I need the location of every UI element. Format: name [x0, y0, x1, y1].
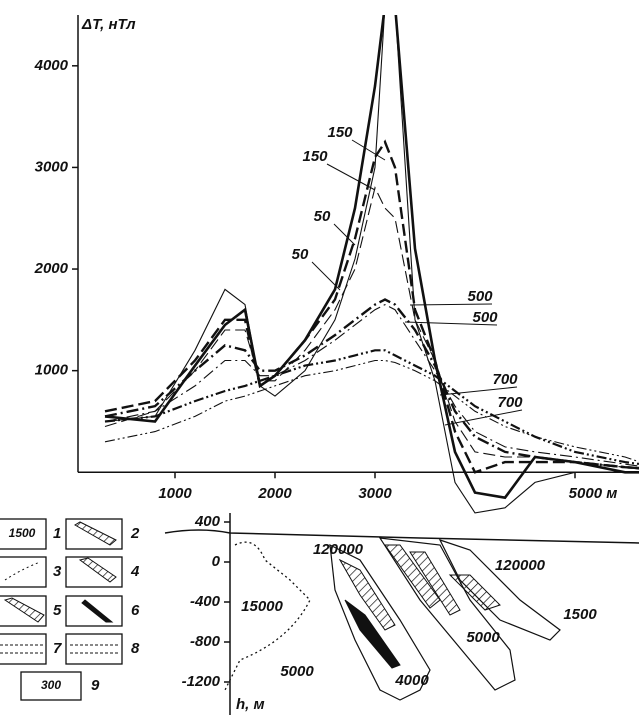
legend-number: 3	[53, 563, 62, 580]
section-label: 120000	[495, 557, 546, 574]
legend-box	[0, 556, 47, 588]
legend-box	[20, 671, 82, 701]
section-label: 1500	[563, 606, 597, 623]
curve	[104, 349, 639, 466]
x-tick-label: 3000	[358, 485, 392, 502]
legend-number: 5	[53, 602, 62, 619]
section-label: 15000	[241, 598, 283, 615]
leader-line	[333, 223, 356, 246]
y-tick-label: 400	[194, 513, 221, 530]
curves	[104, 15, 639, 514]
y-tick-label: 2000	[34, 260, 69, 277]
leader-line	[439, 386, 518, 396]
legend-box	[0, 518, 47, 550]
legend-number: 2	[130, 525, 140, 542]
y-tick-label: -1200	[182, 673, 221, 690]
legend-box	[0, 633, 47, 665]
legend-swatch	[0, 644, 118, 654]
curve-label: 500	[472, 309, 498, 326]
body	[448, 574, 501, 611]
y-tick-label: 0	[212, 553, 221, 570]
y-axis-label: h, м	[236, 696, 265, 713]
legend: 1 1500 2 3 4 5 6 7 8 9 300	[0, 518, 140, 701]
curve-label: 150	[327, 124, 353, 141]
body	[338, 558, 396, 631]
y-tick-label: 3000	[35, 158, 69, 175]
y-tick-label: 1000	[35, 362, 69, 379]
leader-line	[351, 139, 386, 161]
section-label: 5000	[466, 629, 500, 646]
curve	[104, 186, 639, 470]
curve-label: 700	[492, 371, 518, 388]
legend-swatch	[4, 561, 41, 581]
leader-line	[404, 321, 498, 326]
dotted-contour	[224, 541, 311, 691]
y-axis-label: ΔT, нТл	[81, 16, 136, 33]
legend-label: 1500	[9, 526, 36, 540]
x-tick-label: 5000 м	[569, 485, 618, 502]
y-tick-label: 4000	[34, 57, 69, 74]
section-label: 4000	[394, 672, 429, 689]
curve-label: 700	[497, 394, 523, 411]
body	[409, 551, 461, 616]
leader-line	[326, 163, 376, 191]
y-tick-label: -800	[190, 633, 221, 650]
curve-label: 150	[302, 148, 328, 165]
x-tick-label: 2000	[257, 485, 292, 502]
legend-swatch	[74, 521, 117, 546]
leader-line	[311, 261, 341, 291]
legend-number: 8	[131, 640, 140, 657]
curve-label: 50	[292, 246, 309, 263]
curve	[104, 303, 639, 467]
legend-number: 6	[131, 602, 140, 619]
legend-swatch	[3, 597, 45, 623]
body	[344, 599, 401, 669]
profile-chart: ΔT, нТл 1000 2000 3000 4000 1000 2000 3000 5000 …	[34, 15, 639, 514]
curve	[104, 15, 639, 514]
legend-label: 300	[41, 678, 61, 692]
section-label: 5000	[280, 663, 314, 680]
legend-swatch	[78, 557, 117, 583]
x-tick-label: 1000	[158, 485, 192, 502]
leader-line	[444, 409, 523, 426]
curve	[104, 15, 639, 500]
y-tick-label: -400	[190, 593, 221, 610]
legend-number: 1	[53, 525, 61, 542]
legend-number: 9	[91, 677, 100, 694]
legend-number: 4	[130, 563, 140, 580]
legend-number: 7	[53, 640, 62, 657]
curve	[104, 298, 639, 470]
curve-label: 500	[467, 288, 493, 305]
leader-line	[409, 303, 493, 306]
curve-label: 50	[314, 208, 331, 225]
legend-swatch	[81, 599, 114, 623]
legend-box	[65, 633, 123, 665]
section-label: 120000	[313, 541, 364, 558]
curve	[104, 139, 639, 474]
